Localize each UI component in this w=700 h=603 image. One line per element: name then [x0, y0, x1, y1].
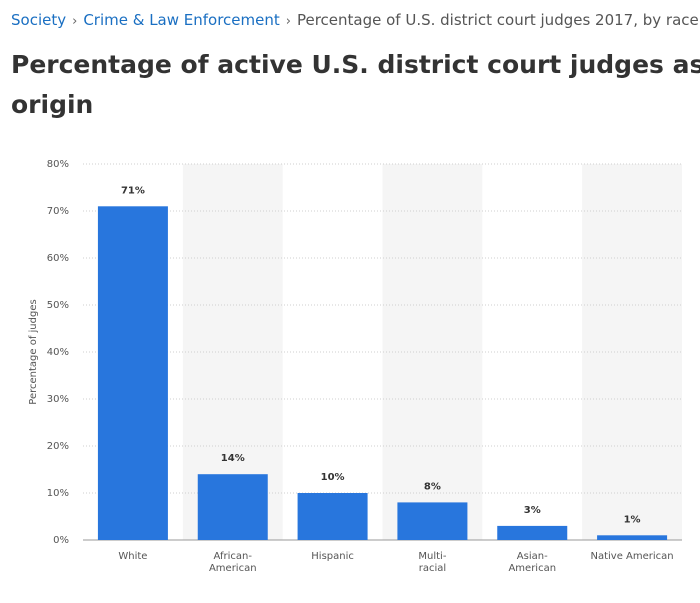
- page-title: Percentage of active U.S. district court…: [11, 45, 700, 125]
- data-label: 1%: [624, 514, 641, 525]
- breadcrumb-link[interactable]: Crime & Law Enforcement: [83, 11, 280, 29]
- x-tick-label: Asian-American: [508, 551, 556, 574]
- x-tick-label: Multi-racial: [418, 551, 446, 574]
- breadcrumb: Society › Crime & Law Enforcement › Percenta…: [11, 11, 699, 29]
- y-tick-label: 70%: [47, 206, 69, 217]
- bar: [197, 474, 268, 540]
- label-line: American: [209, 563, 257, 574]
- breadcrumb-link[interactable]: Society: [11, 11, 67, 29]
- data-label: 10%: [321, 472, 345, 483]
- x-tick-label: Native American: [591, 551, 674, 562]
- label-line: Asian-: [517, 551, 548, 562]
- title-line: origin: [11, 90, 94, 119]
- chart: Percentage of judges 0% 10% 20% 30% 40% 50% 60…: [28, 159, 682, 574]
- label-line: Multi-: [418, 551, 446, 562]
- y-tick-label: 30%: [47, 394, 69, 405]
- bar: [97, 206, 168, 541]
- separator: ›: [72, 14, 78, 29]
- breadcrumb-current: Percentage of U.S. district court judges…: [296, 11, 699, 29]
- y-axis-label: Percentage of judges: [28, 299, 39, 404]
- data-label: 14%: [221, 453, 245, 464]
- x-tick-label: White: [118, 551, 147, 562]
- y-tick-label: 20%: [47, 441, 69, 452]
- bar: [597, 535, 668, 540]
- separator: ›: [285, 14, 291, 29]
- title-line: Percentage of active U.S. district court…: [11, 50, 700, 79]
- y-tick-label: 40%: [47, 347, 69, 358]
- data-label: 8%: [424, 481, 441, 492]
- y-tick-label: 50%: [47, 300, 69, 311]
- label-line: African-: [214, 551, 253, 562]
- bar: [297, 493, 368, 540]
- bar: [397, 502, 468, 540]
- y-tick-label: 80%: [47, 159, 69, 170]
- band-background: [382, 164, 483, 540]
- data-label: 3%: [524, 505, 541, 516]
- x-tick-label: Hispanic: [311, 551, 354, 562]
- y-tick-label: 0%: [53, 535, 69, 546]
- bar: [497, 525, 568, 540]
- y-tick-label: 60%: [47, 253, 69, 264]
- label-line: American: [508, 563, 556, 574]
- x-tick-label: African-American: [209, 551, 257, 574]
- data-label: 71%: [121, 185, 145, 196]
- y-tick-label: 10%: [47, 488, 69, 499]
- label-line: racial: [419, 563, 446, 574]
